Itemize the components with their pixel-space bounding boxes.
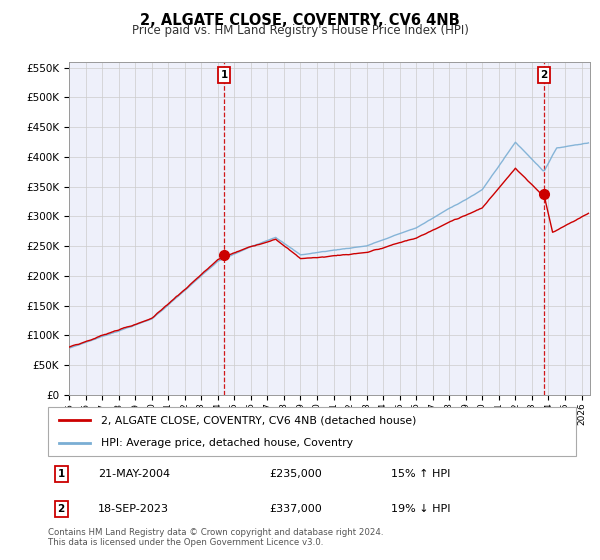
Text: 18-SEP-2023: 18-SEP-2023 xyxy=(98,504,169,514)
Text: 1: 1 xyxy=(58,469,65,479)
Text: £337,000: £337,000 xyxy=(270,504,323,514)
Text: Contains HM Land Registry data © Crown copyright and database right 2024.
This d: Contains HM Land Registry data © Crown c… xyxy=(48,528,383,547)
Text: 2: 2 xyxy=(540,70,547,80)
FancyBboxPatch shape xyxy=(48,407,576,456)
Text: 15% ↑ HPI: 15% ↑ HPI xyxy=(391,469,451,479)
Text: 19% ↓ HPI: 19% ↓ HPI xyxy=(391,504,451,514)
Text: £235,000: £235,000 xyxy=(270,469,323,479)
Text: 1: 1 xyxy=(220,70,228,80)
Text: 2, ALGATE CLOSE, COVENTRY, CV6 4NB: 2, ALGATE CLOSE, COVENTRY, CV6 4NB xyxy=(140,13,460,29)
Text: 2: 2 xyxy=(58,504,65,514)
Text: 21-MAY-2004: 21-MAY-2004 xyxy=(98,469,170,479)
Text: 2, ALGATE CLOSE, COVENTRY, CV6 4NB (detached house): 2, ALGATE CLOSE, COVENTRY, CV6 4NB (deta… xyxy=(101,416,416,426)
Text: Price paid vs. HM Land Registry's House Price Index (HPI): Price paid vs. HM Land Registry's House … xyxy=(131,24,469,36)
Text: HPI: Average price, detached house, Coventry: HPI: Average price, detached house, Cove… xyxy=(101,438,353,448)
